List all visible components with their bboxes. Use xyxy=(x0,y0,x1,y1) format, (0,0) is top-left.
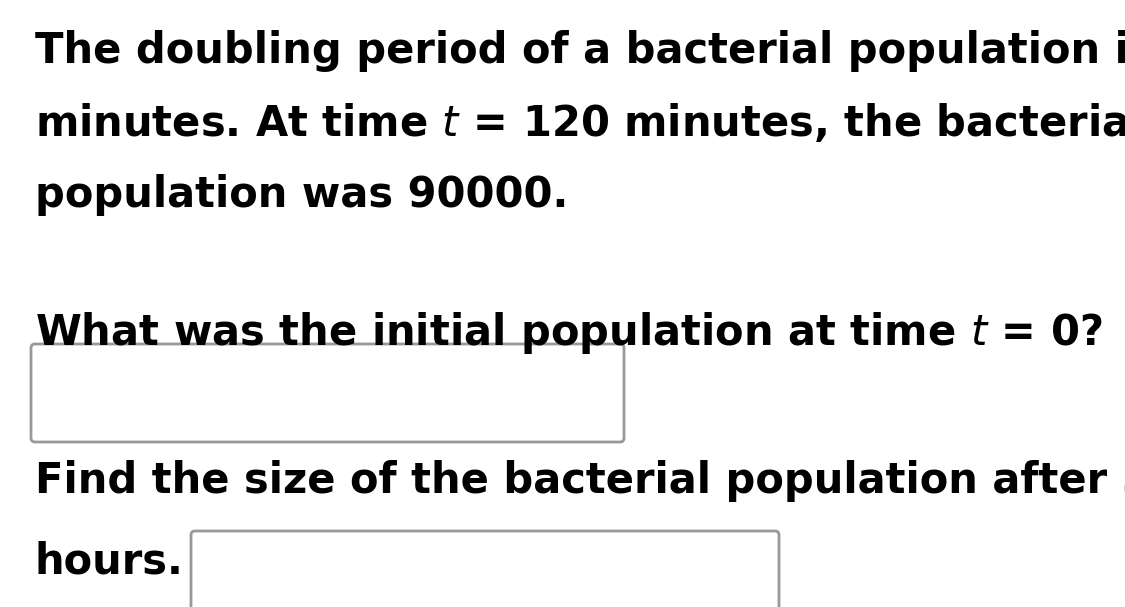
FancyBboxPatch shape xyxy=(191,531,778,607)
Text: Find the size of the bacterial population after 5: Find the size of the bacterial populatio… xyxy=(35,460,1125,502)
Text: population was 90000.: population was 90000. xyxy=(35,174,568,216)
Text: minutes. At time $t$ = 120 minutes, the bacterial: minutes. At time $t$ = 120 minutes, the … xyxy=(35,102,1125,145)
FancyBboxPatch shape xyxy=(32,344,624,442)
Text: What was the initial population at time $t$ = 0?: What was the initial population at time … xyxy=(35,310,1102,356)
Text: hours.: hours. xyxy=(35,540,183,582)
Text: The doubling period of a bacterial population is 10: The doubling period of a bacterial popul… xyxy=(35,30,1125,72)
